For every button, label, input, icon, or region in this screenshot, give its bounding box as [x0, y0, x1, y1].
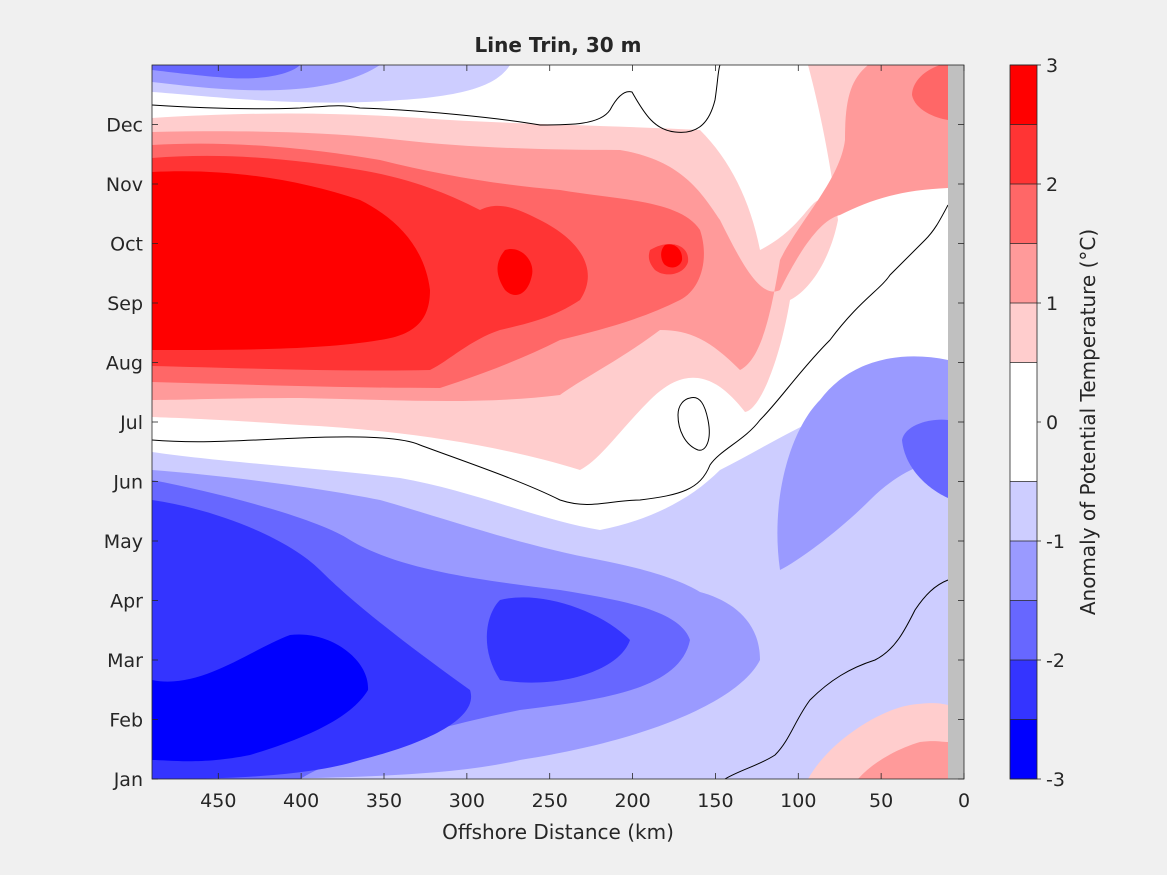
y-axis-ticks: Jan Feb Mar Apr May Jun Jul Aug Sep Oct Nov Dec — [104, 115, 964, 791]
x-tick-label: 450 — [200, 790, 236, 812]
chart-title: Line Trin, 30 m — [475, 33, 642, 57]
colorbar-segment — [1010, 362, 1037, 482]
y-tick-label: Jul — [119, 412, 143, 434]
x-tick-label: 400 — [283, 790, 319, 812]
x-axis-ticks: 450 400 350 300 250 200 150 100 50 0 — [200, 65, 970, 812]
zero-contour-lines — [152, 65, 949, 779]
y-tick-label: Oct — [110, 234, 143, 256]
colorbar-tick-label: 1 — [1046, 293, 1058, 315]
zero-contour-line — [152, 204, 949, 505]
colorbar: -3 -2 -1 0 1 2 3 — [1009, 55, 1065, 791]
contour-fill-pos-1.0-se — [858, 741, 948, 779]
y-tick-label: Aug — [106, 353, 143, 375]
colorbar-segment — [1010, 541, 1037, 601]
x-tick-label: 350 — [366, 790, 402, 812]
y-tick-label: Apr — [110, 591, 143, 613]
colorbar-segment — [1010, 481, 1037, 541]
colorbar-segment — [1010, 184, 1037, 244]
contour-fill-layers-positive — [152, 65, 948, 779]
y-tick-label: Dec — [106, 115, 143, 137]
y-tick-label: Jan — [113, 769, 143, 791]
x-axis-label: Offshore Distance (km) — [442, 820, 674, 844]
x-tick-label: 0 — [958, 790, 970, 812]
colorbar-tick-label: 2 — [1046, 174, 1058, 196]
contour-fill-neg-2.0-b — [486, 597, 630, 683]
zero-contour-line — [152, 65, 721, 133]
contour-fill-neg-east-1.0 — [777, 356, 948, 570]
y-tick-label: Feb — [109, 710, 143, 732]
contour-fill-pos-2.5-b — [497, 249, 533, 295]
colorbar-tick-label: -2 — [1046, 650, 1065, 672]
colorbar-label: Anomaly of Potential Temperature (°C) — [1076, 229, 1100, 615]
colorbar-segment — [1010, 124, 1037, 184]
colorbar-segment — [1010, 660, 1037, 720]
colorbar-tick-label: 0 — [1046, 412, 1058, 434]
colorbar-tick-label: 3 — [1046, 55, 1058, 77]
x-tick-label: 300 — [449, 790, 485, 812]
contour-fill-pos-1.5-east — [912, 65, 948, 120]
x-tick-label: 150 — [697, 790, 733, 812]
y-tick-label: Nov — [106, 174, 143, 196]
plot-area — [152, 65, 964, 779]
x-tick-label: 200 — [614, 790, 650, 812]
contour-fill-neg-east-1.5 — [902, 419, 948, 498]
colorbar-segment — [1010, 65, 1037, 125]
colorbar-tick-label: -1 — [1046, 531, 1065, 553]
contour-fill-pos-2.5-c — [661, 244, 683, 268]
y-tick-label: Sep — [107, 293, 143, 315]
contour-fill-neg-2.5 — [152, 634, 369, 762]
x-tick-label: 100 — [780, 790, 816, 812]
colorbar-segment — [1010, 303, 1037, 363]
colorbar-segment — [1010, 719, 1037, 779]
colorbar-tick-label: -3 — [1046, 769, 1065, 791]
zero-contour-line — [724, 579, 949, 779]
contour-fill-layers — [152, 65, 948, 779]
x-tick-label: 50 — [869, 790, 893, 812]
colorbar-segment — [1010, 600, 1037, 660]
y-tick-label: May — [104, 531, 143, 553]
x-tick-label: 250 — [532, 790, 568, 812]
contour-fill-pos-2.5 — [152, 171, 430, 350]
y-tick-label: Jun — [112, 472, 143, 494]
y-tick-label: Mar — [107, 650, 143, 672]
zero-contour-line — [677, 396, 710, 451]
colorbar-segment — [1010, 243, 1037, 303]
contour-fill-neg-top-1.5 — [152, 65, 300, 79]
